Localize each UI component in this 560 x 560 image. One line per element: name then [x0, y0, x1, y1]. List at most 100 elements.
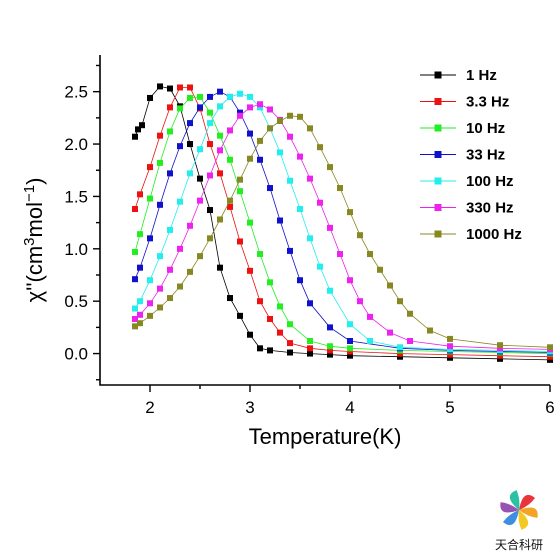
data-point: [157, 253, 163, 260]
data-point: [147, 195, 153, 202]
data-point: [397, 350, 403, 357]
data-point: [307, 345, 313, 352]
x-tick-label: 2: [145, 398, 154, 417]
data-point: [227, 295, 233, 302]
data-point: [337, 251, 343, 258]
series-line: [134, 87, 551, 358]
data-point: [207, 235, 213, 242]
y-tick-label: 1.0: [64, 240, 88, 259]
data-point: [197, 175, 203, 182]
data-point: [497, 342, 503, 349]
data-point: [327, 324, 333, 331]
data-point: [187, 141, 193, 148]
data-point: [287, 133, 293, 140]
data-point: [217, 216, 223, 223]
data-point: [277, 217, 283, 224]
data-point: [277, 303, 283, 310]
data-point: [157, 201, 163, 208]
data-point: [217, 147, 223, 154]
data-point: [187, 120, 193, 127]
y-axis-title-sup-1: 3: [21, 237, 38, 245]
legend-entry: 33 Hz: [420, 147, 505, 164]
data-point: [197, 104, 203, 111]
data-point: [337, 185, 343, 192]
legend-marker: [434, 230, 442, 238]
data-point: [367, 338, 373, 344]
data-point: [447, 346, 453, 353]
data-point: [547, 356, 553, 363]
data-point: [447, 351, 453, 358]
legend-marker: [434, 98, 442, 105]
data-point: [217, 103, 223, 110]
data-point: [287, 349, 293, 356]
data-point: [247, 130, 253, 137]
series-layer: [132, 83, 553, 363]
x-tick-label: 4: [345, 398, 354, 417]
data-point: [187, 84, 193, 91]
data-point: [177, 105, 183, 112]
legend-marker: [434, 177, 442, 185]
data-point: [257, 101, 263, 108]
y-tick-label: 2.0: [64, 135, 88, 154]
data-point: [327, 343, 333, 350]
data-point: [347, 277, 353, 284]
data-point: [147, 164, 153, 171]
legend-label: 3.3 Hz: [466, 94, 509, 111]
data-point: [287, 112, 293, 119]
data-point: [257, 298, 263, 305]
data-point: [167, 170, 173, 177]
data-point: [307, 300, 313, 307]
data-point: [207, 120, 213, 127]
data-point: [137, 191, 143, 198]
data-point: [307, 235, 313, 242]
data-point: [347, 338, 353, 344]
data-point: [387, 282, 393, 289]
data-point: [187, 268, 193, 275]
data-point: [347, 209, 353, 216]
data-point: [237, 312, 243, 319]
data-point: [237, 238, 243, 245]
data-point: [237, 176, 243, 183]
data-point: [247, 104, 253, 111]
data-point: [147, 277, 153, 284]
data-point: [267, 279, 273, 286]
data-point: [187, 170, 193, 177]
data-point: [207, 93, 213, 100]
data-point: [547, 353, 553, 360]
data-point: [347, 352, 353, 359]
legend-label: 10 Hz: [466, 120, 505, 137]
y-tick-label: 2.5: [64, 83, 88, 102]
data-point: [177, 283, 183, 290]
x-tick-label: 3: [245, 398, 254, 417]
data-point: [267, 106, 273, 113]
legend-label: 1 Hz: [466, 67, 497, 84]
data-point: [347, 345, 353, 352]
data-point: [257, 251, 263, 258]
data-point: [317, 144, 323, 151]
data-point: [287, 340, 293, 347]
data-point: [217, 88, 223, 95]
legend-marker: [434, 204, 442, 211]
data-point: [137, 231, 143, 238]
series-3-3-hz: [132, 84, 553, 360]
data-point: [187, 222, 193, 229]
legend-marker: [434, 124, 442, 132]
y-axis-title: χ''(cm3mol−1): [21, 178, 48, 303]
data-point: [247, 155, 253, 162]
data-point: [139, 122, 145, 129]
data-point: [135, 126, 141, 133]
data-point: [497, 345, 503, 352]
y-tick-label: 1.5: [64, 187, 88, 206]
legend-marker: [434, 71, 442, 79]
data-point: [267, 185, 273, 192]
data-point: [287, 321, 293, 328]
data-point: [137, 264, 143, 271]
data-point: [137, 320, 143, 327]
data-point: [167, 85, 173, 92]
logo-petal: [509, 490, 520, 510]
legend-entry: 1000 Hz: [420, 226, 522, 243]
data-point: [257, 156, 263, 163]
data-point: [297, 277, 303, 284]
data-point: [397, 298, 403, 305]
data-point: [197, 197, 203, 204]
